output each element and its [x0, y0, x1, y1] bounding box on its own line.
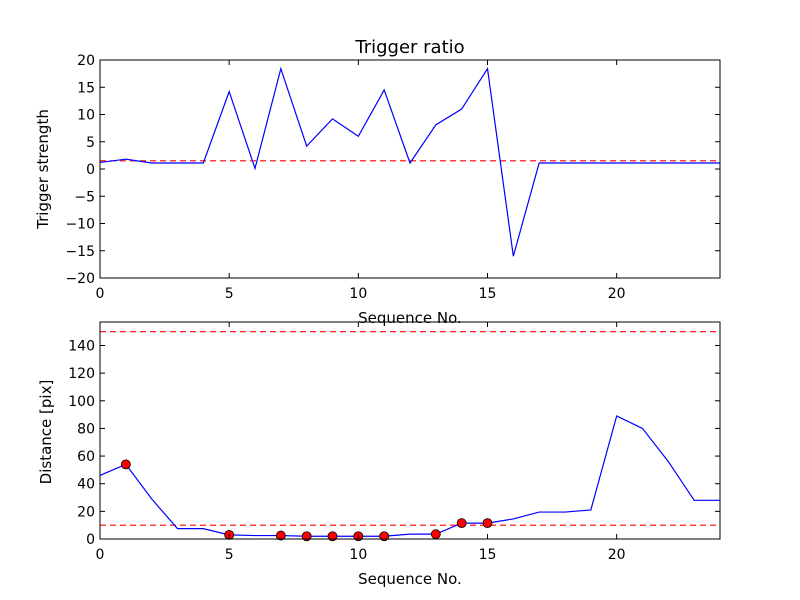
y-tick-label: 60 [77, 449, 95, 465]
axes-frame [99, 321, 721, 540]
y-tick-label: 20 [77, 53, 95, 69]
y-tick-label: 10 [77, 108, 95, 124]
x-axis-label: Sequence No. [358, 309, 462, 327]
y-tick-label: 15 [77, 80, 95, 96]
data-point-marker [120, 459, 131, 470]
data-point-marker [430, 529, 441, 540]
x-tick-label: 5 [225, 547, 234, 563]
y-tick-label: 100 [68, 394, 95, 410]
y-tick-label: 40 [77, 477, 95, 493]
y-tick-label: 80 [77, 421, 95, 437]
y-tick-label: −15 [65, 244, 95, 260]
x-tick-label: 15 [479, 286, 497, 302]
y-tick-label: −20 [65, 271, 95, 287]
x-tick-label: 0 [96, 286, 105, 302]
y-tick-label: 120 [68, 366, 95, 382]
data-point-marker [379, 531, 390, 542]
x-tick-label: 10 [349, 286, 367, 302]
series-line [100, 66, 720, 257]
y-axis-label: Distance [pix] [37, 380, 55, 485]
y-tick-label: 140 [68, 338, 95, 354]
y-tick-label: 5 [86, 135, 95, 151]
x-tick-label: 15 [479, 547, 497, 563]
x-tick-label: 20 [608, 286, 626, 302]
distance-plot: Sequence No. Distance [pix] 0 5 10 15 20 0 20 4… [37, 321, 721, 588]
series-line [100, 415, 720, 537]
data-point-marker [482, 518, 493, 529]
x-tick-label: 5 [225, 286, 234, 302]
y-tick-label: 0 [86, 162, 95, 178]
x-tick-label: 20 [608, 547, 626, 563]
trigger-ratio-plot: Trigger ratio Sequence No. Trigger stren… [34, 37, 721, 327]
y-tick-label: −5 [74, 189, 95, 205]
plot-title: Trigger ratio [354, 37, 464, 58]
data-point-marker [301, 531, 312, 542]
data-point-marker [456, 518, 467, 529]
x-tick-label: 10 [349, 547, 367, 563]
x-tick-label: 0 [96, 547, 105, 563]
data-point-marker [327, 531, 338, 542]
x-axis-label: Sequence No. [358, 570, 462, 588]
y-tick-label: 20 [77, 504, 95, 520]
y-tick-label: 0 [86, 532, 95, 548]
data-point-marker [275, 530, 286, 541]
y-axis-label: Trigger strength [34, 109, 52, 230]
y-tick-label: −10 [65, 217, 95, 233]
